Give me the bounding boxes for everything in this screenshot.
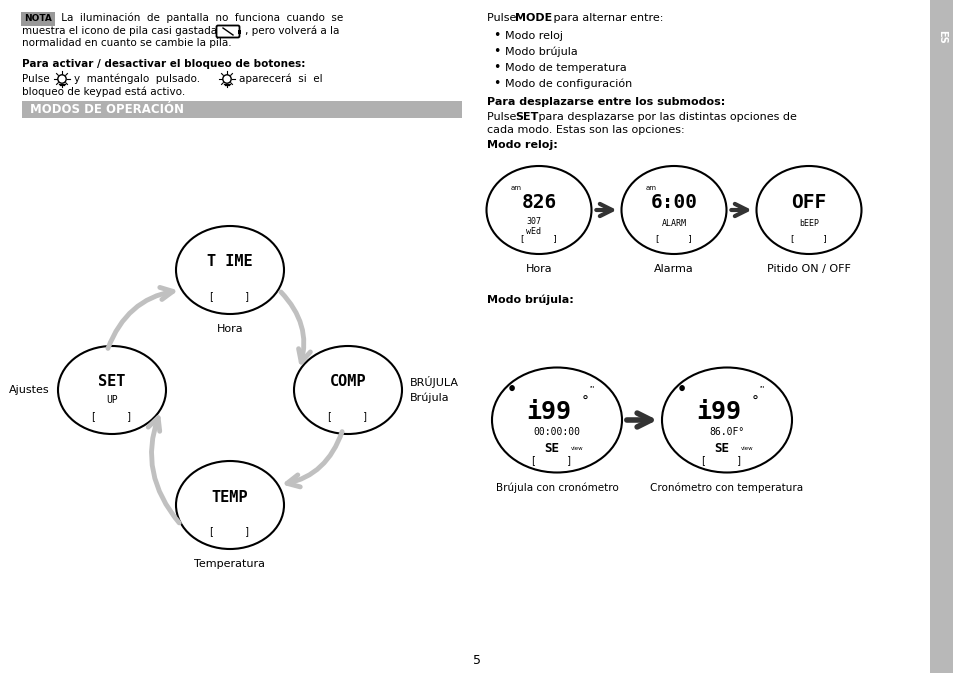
Text: Para desplazarse entre los submodos:: Para desplazarse entre los submodos:: [486, 97, 724, 107]
Text: SE: SE: [544, 441, 558, 454]
Text: y  manténgalo  pulsado.: y manténgalo pulsado.: [74, 74, 200, 84]
Text: Modo reloj:: Modo reloj:: [486, 140, 558, 150]
Ellipse shape: [175, 461, 284, 549]
Text: aparecerá  si  el: aparecerá si el: [239, 74, 322, 84]
Text: 6:00: 6:00: [650, 192, 697, 211]
Text: bEEP: bEEP: [799, 219, 818, 229]
Text: SE: SE: [714, 441, 729, 454]
Text: [          ]: [ ]: [211, 526, 250, 536]
Text: [          ]: [ ]: [520, 234, 557, 244]
Text: Pulse: Pulse: [486, 112, 519, 122]
Text: La  iluminación  de  pantalla  no  funciona  cuando  se: La iluminación de pantalla no funciona c…: [58, 13, 343, 24]
Text: Alarma: Alarma: [654, 264, 693, 274]
Text: 826: 826: [521, 192, 556, 211]
Text: MODE: MODE: [515, 13, 552, 23]
Text: para desplazarse por las distintas opciones de: para desplazarse por las distintas opcio…: [535, 112, 796, 122]
Text: am: am: [511, 185, 521, 191]
Text: Ajustes: Ajustes: [10, 385, 50, 395]
Text: wEd: wEd: [526, 227, 541, 236]
Bar: [929, 0, 953, 673]
Text: ''': ''': [759, 385, 764, 391]
Text: view: view: [740, 446, 753, 450]
Text: SET: SET: [98, 374, 126, 390]
Text: •: •: [493, 46, 500, 59]
Text: i99: i99: [696, 400, 740, 424]
Text: Pitido ON / OFF: Pitido ON / OFF: [766, 264, 850, 274]
Text: [          ]: [ ]: [92, 411, 132, 421]
Text: [          ]: [ ]: [790, 234, 826, 244]
Text: am: am: [645, 185, 657, 191]
Text: ⬤: ⬤: [508, 385, 515, 391]
Text: NOTA: NOTA: [25, 14, 52, 23]
Bar: [22, 101, 461, 118]
Ellipse shape: [492, 367, 621, 472]
Text: Hora: Hora: [525, 264, 552, 274]
Text: cada modo. Estas son las opciones:: cada modo. Estas son las opciones:: [486, 125, 684, 135]
Text: , pero volverá a la: , pero volverá a la: [245, 26, 339, 36]
Text: MODOS DE OPERACIÓN: MODOS DE OPERACIÓN: [30, 103, 184, 116]
Text: T IME: T IME: [207, 254, 253, 269]
Ellipse shape: [486, 166, 591, 254]
Text: 00:00:00: 00:00:00: [533, 427, 579, 437]
Text: OFF: OFF: [791, 192, 825, 211]
Text: Brújula con cronómetro: Brújula con cronómetro: [496, 483, 618, 493]
Circle shape: [223, 75, 231, 83]
Text: ⬤: ⬤: [679, 385, 684, 391]
Text: [          ]: [ ]: [656, 234, 691, 244]
Text: [          ]: [ ]: [328, 411, 367, 421]
Text: Brújula: Brújula: [410, 393, 449, 403]
Text: TEMP: TEMP: [212, 489, 248, 505]
Text: Modo reloj: Modo reloj: [504, 31, 562, 41]
Text: •: •: [493, 77, 500, 90]
Bar: [237, 30, 241, 34]
Circle shape: [58, 75, 66, 83]
Ellipse shape: [58, 346, 166, 434]
Text: Modo brújula:: Modo brújula:: [486, 295, 573, 306]
Text: BRÚJULA: BRÚJULA: [410, 376, 458, 388]
Ellipse shape: [175, 226, 284, 314]
Text: SET: SET: [515, 112, 537, 122]
Text: •: •: [493, 61, 500, 75]
Text: •: •: [493, 30, 500, 42]
Text: UP: UP: [106, 395, 118, 405]
Text: COMP: COMP: [330, 374, 366, 390]
FancyBboxPatch shape: [216, 26, 239, 38]
Text: Hora: Hora: [216, 324, 243, 334]
Text: muestra el icono de pila casi gastada: muestra el icono de pila casi gastada: [22, 26, 217, 36]
Text: [          ]: [ ]: [211, 291, 250, 301]
Ellipse shape: [756, 166, 861, 254]
Ellipse shape: [294, 346, 401, 434]
Text: normalidad en cuanto se cambie la pila.: normalidad en cuanto se cambie la pila.: [22, 38, 232, 48]
Text: 307: 307: [526, 217, 541, 227]
Text: Modo de temperatura: Modo de temperatura: [504, 63, 626, 73]
Text: Temperatura: Temperatura: [194, 559, 265, 569]
Text: Pulse: Pulse: [22, 74, 50, 84]
Text: °: °: [581, 395, 588, 409]
Text: 86.0F°: 86.0F°: [709, 427, 744, 437]
Text: Cronómetro con temperatura: Cronómetro con temperatura: [650, 483, 802, 493]
Text: Modo de configuración: Modo de configuración: [504, 79, 632, 90]
Text: ALARM: ALARM: [660, 219, 686, 229]
Text: Pulse: Pulse: [486, 13, 519, 23]
Text: 5: 5: [473, 653, 480, 666]
Text: Modo brújula: Modo brújula: [504, 46, 578, 57]
FancyBboxPatch shape: [22, 11, 55, 26]
Text: ''': ''': [589, 385, 594, 391]
Ellipse shape: [661, 367, 791, 472]
Text: para alternar entre:: para alternar entre:: [550, 13, 662, 23]
Text: view: view: [570, 446, 582, 450]
Text: ES: ES: [936, 30, 946, 44]
Text: i99: i99: [526, 400, 571, 424]
Ellipse shape: [620, 166, 726, 254]
Text: °: °: [751, 395, 758, 409]
Text: [          ]: [ ]: [532, 455, 571, 465]
Text: bloqueo de keypad está activo.: bloqueo de keypad está activo.: [22, 87, 185, 98]
Text: [          ]: [ ]: [701, 455, 740, 465]
Text: Para activar / desactivar el bloqueo de botones:: Para activar / desactivar el bloqueo de …: [22, 59, 305, 69]
